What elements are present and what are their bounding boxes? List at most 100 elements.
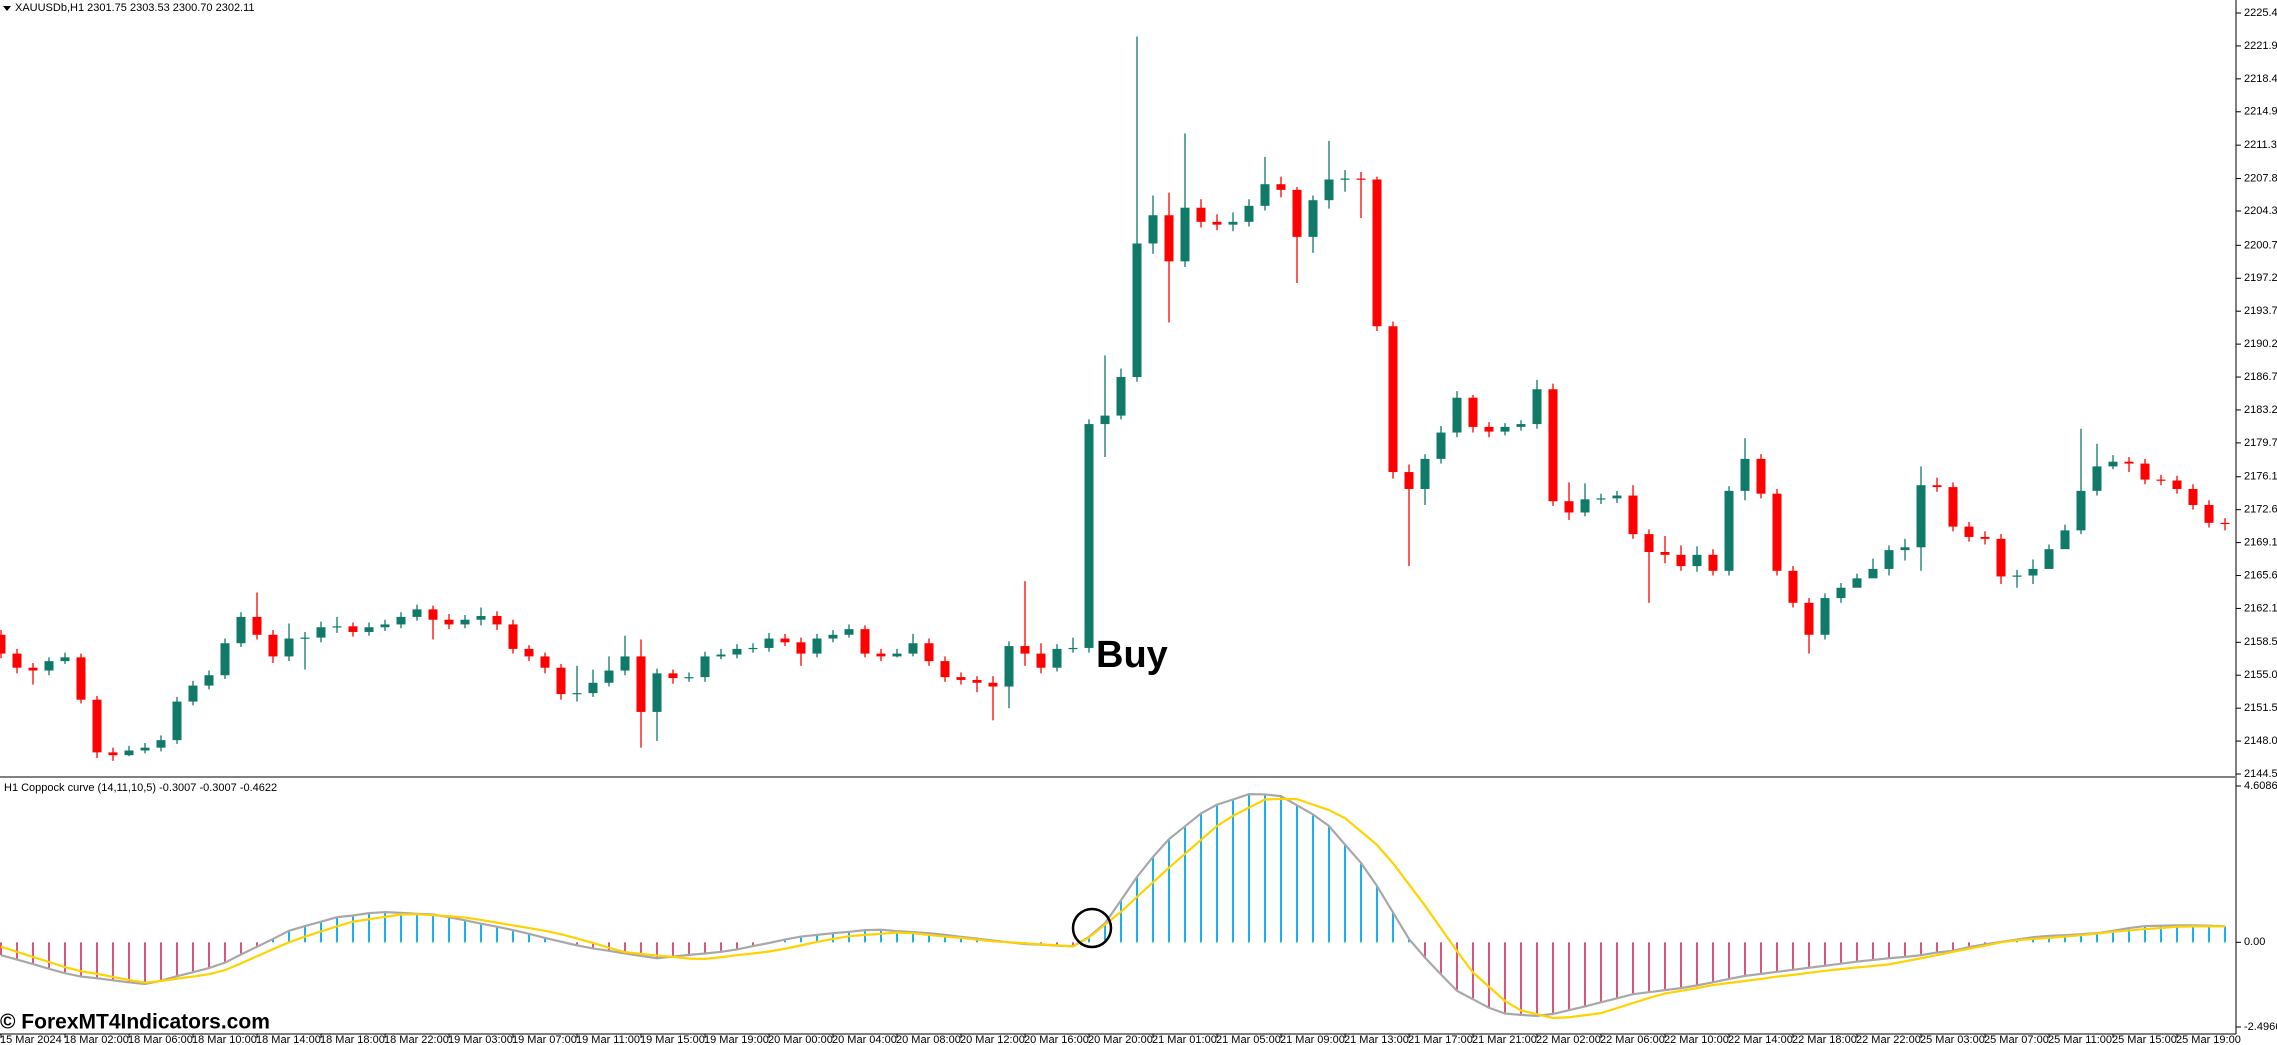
candle-body [1868, 568, 1878, 579]
y-tick-label: 2225.40 [2244, 7, 2277, 19]
y-tick-label: 0.00 [2244, 936, 2265, 948]
x-tick-label: 22 Mar 06:00 [1600, 1034, 1665, 1045]
candle-body [1820, 598, 1830, 635]
candle-body [1308, 200, 1318, 237]
candle-body [444, 619, 454, 625]
candle-body [44, 661, 54, 671]
candle-body [956, 677, 966, 680]
candle-body [1724, 490, 1734, 571]
candle-body [2044, 549, 2054, 569]
y-tick-label: 2193.70 [2244, 305, 2277, 317]
candle-body [2012, 575, 2022, 577]
candle-body [300, 637, 310, 639]
candle-body [1324, 179, 1334, 201]
candle-body [1532, 389, 1542, 425]
candle-body [28, 667, 38, 671]
candle-body [972, 679, 982, 683]
candle-body [1436, 432, 1446, 459]
x-tick-label: 21 Mar 21:00 [1472, 1034, 1537, 1045]
candle-body [396, 616, 406, 625]
watermark: © ForexMT4Indicators.com [0, 1011, 270, 1034]
x-tick-label: 18 Mar 22:00 [384, 1034, 449, 1045]
candle-body [572, 693, 582, 695]
candle-body [1484, 426, 1494, 432]
candle-body [1948, 487, 1958, 527]
candle-body [108, 752, 118, 756]
x-tick-label: 18 Mar 06:00 [128, 1034, 193, 1045]
x-tick-label: 25 Mar 07:00 [1984, 1034, 2049, 1045]
y-tick-label: 2144.50 [2244, 768, 2277, 780]
y-tick-label: 4.6086 [2244, 780, 2277, 792]
candle-body [1740, 458, 1750, 491]
candle-body [348, 626, 358, 632]
x-tick-label: 21 Mar 05:00 [1216, 1034, 1281, 1045]
x-tick-label: 20 Mar 08:00 [896, 1034, 961, 1045]
candle-body [1500, 426, 1510, 432]
candle-body [76, 657, 86, 700]
candle-body [764, 638, 774, 648]
candle-body [748, 647, 758, 650]
candle-body [1228, 221, 1238, 225]
x-tick-label: 21 Mar 13:00 [1344, 1034, 1409, 1045]
candle-body [92, 699, 102, 753]
candle-body [1180, 207, 1190, 262]
x-tick-label: 18 Mar 02:00 [64, 1034, 129, 1045]
candle-body [1132, 243, 1142, 378]
candle-body [268, 634, 278, 657]
candle-body [1516, 424, 1526, 427]
y-tick-label: 2214.90 [2244, 106, 2277, 118]
candle-body [1260, 184, 1270, 206]
y-tick-label: 2221.90 [2244, 40, 2277, 52]
x-tick-label: 20 Mar 20:00 [1088, 1034, 1153, 1045]
candle-body [1644, 534, 1654, 553]
header-arrow [3, 6, 11, 11]
candle-body [1676, 554, 1686, 567]
candle-body [1804, 602, 1814, 635]
y-tick-label: 2176.10 [2244, 471, 2277, 483]
indicator-line [0, 792, 2226, 1018]
y-tick-label: 2186.70 [2244, 371, 2277, 383]
candle-body [1708, 554, 1718, 571]
candle-body [860, 629, 870, 654]
x-tick-label: 20 Mar 12:00 [960, 1034, 1025, 1045]
candle-body [2204, 504, 2214, 523]
x-tick-label: 19 Mar 19:00 [704, 1034, 769, 1045]
y-tick-label: 2204.35 [2244, 205, 2277, 217]
x-tick-label: 19 Mar 11:00 [576, 1034, 640, 1045]
y-tick-label: 2207.80 [2244, 172, 2277, 184]
candle-body [1980, 536, 1990, 539]
x-tick-label: 22 Mar 10:00 [1664, 1034, 1729, 1045]
y-tick-label: 2200.70 [2244, 239, 2277, 251]
candle-body [1292, 189, 1302, 237]
candle-body [1212, 221, 1222, 225]
x-tick-label: 21 Mar 17:00 [1408, 1034, 1473, 1045]
candle-body [940, 661, 950, 678]
candle-body [1196, 207, 1206, 222]
candle-body [2156, 479, 2166, 481]
candle-body [188, 685, 198, 702]
candle-body [540, 656, 550, 668]
candle-body [1756, 458, 1766, 494]
candle-body [1116, 377, 1126, 416]
candle-body [844, 629, 854, 635]
candle-body [1068, 647, 1078, 650]
candle-body [2140, 463, 2150, 480]
x-tick-label: 21 Mar 09:00 [1280, 1034, 1345, 1045]
candle-body [1084, 424, 1094, 648]
candle-body [2188, 488, 2198, 505]
x-tick-label: 25 Mar 11:00 [2048, 1034, 2112, 1045]
y-tick-label: -2.4966 [2244, 1021, 2277, 1033]
candle-body [1996, 538, 2006, 577]
x-tick-label: 25 Mar 03:00 [1920, 1034, 1985, 1045]
candle-body [140, 747, 150, 751]
candle-body [252, 616, 262, 635]
candle-body [700, 656, 710, 678]
candle-body [828, 634, 838, 639]
candle-body [2172, 480, 2182, 489]
candle-body [412, 609, 422, 617]
candle-body [236, 616, 246, 644]
y-tick-label: 2158.50 [2244, 636, 2277, 648]
candle-body [364, 627, 374, 632]
candle-body [1244, 205, 1254, 222]
